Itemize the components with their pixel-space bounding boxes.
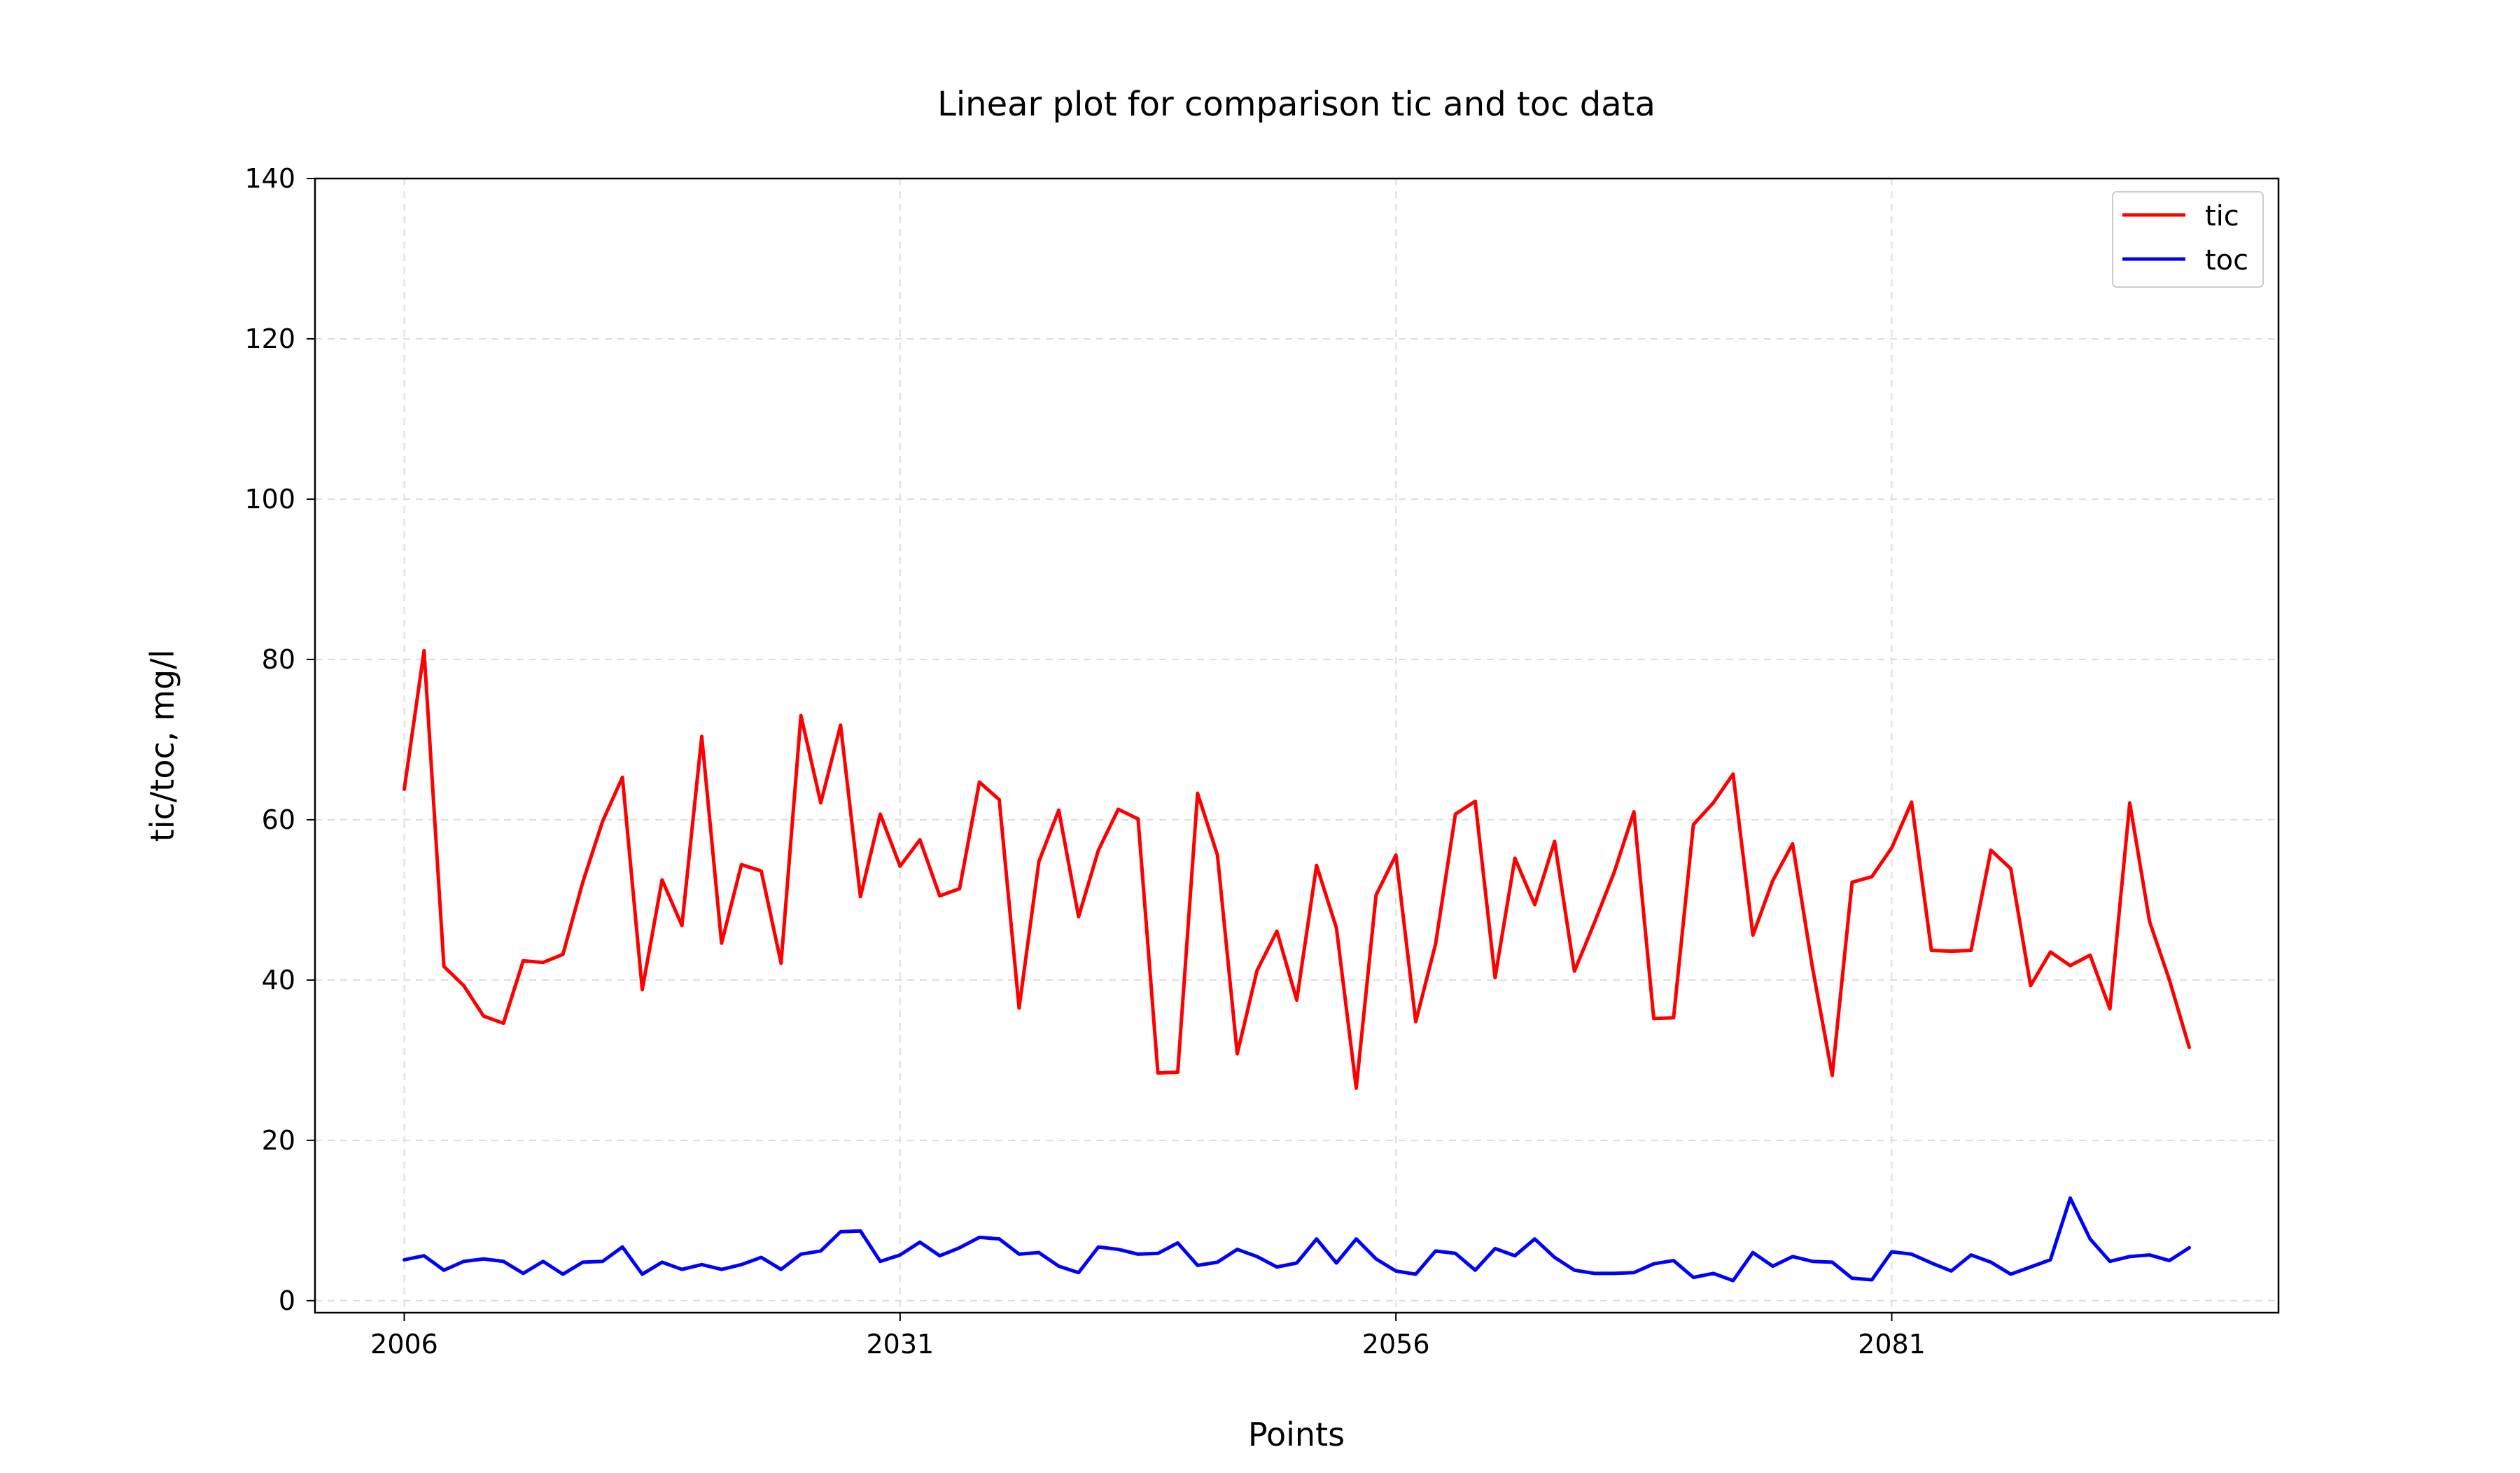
x-tick-label: 2031 [866, 1329, 934, 1360]
x-tick-label: 2056 [1362, 1329, 1430, 1360]
legend: tic toc [2113, 192, 2263, 287]
y-tick-label: 120 [244, 323, 295, 354]
y-tick-label: 40 [262, 965, 295, 996]
y-tick-label: 80 [262, 644, 295, 675]
y-tick-label: 20 [262, 1125, 295, 1156]
y-axis-label: tic/toc, mg/l [144, 650, 181, 842]
x-tick-label: 2006 [370, 1329, 438, 1360]
chart-title: Linear plot for comparison tic and toc d… [937, 85, 1656, 124]
x-tick-label: 2081 [1858, 1329, 1926, 1360]
legend-label-toc: toc [2205, 244, 2248, 277]
y-tick-label: 60 [262, 804, 295, 835]
y-tick-label: 0 [279, 1285, 295, 1316]
y-tick-label: 140 [244, 163, 295, 194]
x-axis-label: Points [1248, 1416, 1345, 1453]
y-tick-label: 100 [244, 484, 295, 515]
legend-label-tic: tic [2205, 200, 2239, 232]
